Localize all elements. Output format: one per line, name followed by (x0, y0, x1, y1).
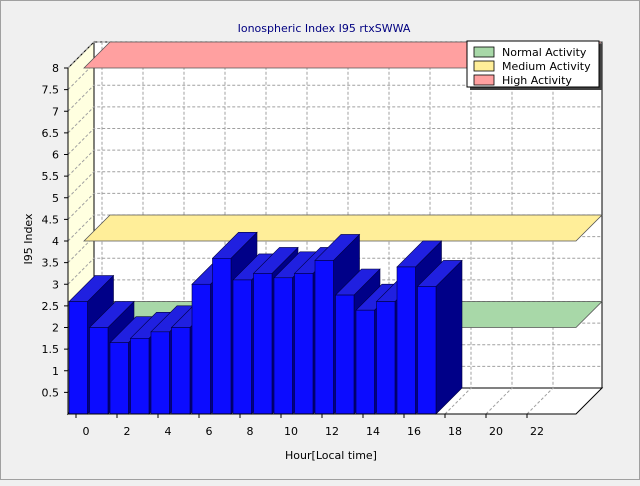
bar-front (335, 294, 355, 415)
x-axis-label: Hour[Local time] (285, 449, 377, 462)
y-tick-label: 4 (52, 235, 59, 248)
y-tick-label: 6.5 (42, 127, 60, 140)
bar-front (68, 301, 88, 415)
bar-front (355, 309, 375, 415)
y-tick-label: 1.5 (42, 343, 60, 356)
legend-swatch (473, 74, 495, 86)
y-tick-label: 4.5 (42, 213, 60, 226)
x-tick-label: 10 (284, 425, 298, 438)
bar-front (396, 266, 416, 415)
y-tick-label: 8 (52, 62, 59, 75)
gridline-y (67, 171, 602, 199)
gridline-y (67, 149, 602, 177)
bar-front (150, 331, 170, 415)
x-tick-label: 4 (165, 425, 172, 438)
bar-series (68, 231, 463, 415)
legend-label: High Activity (502, 74, 572, 87)
x-tick-label: 12 (325, 425, 339, 438)
x-tick-label: 0 (83, 425, 90, 438)
bar-front (417, 286, 437, 415)
gridline-y (67, 106, 602, 134)
gridline-y (67, 128, 602, 155)
gridline-x (485, 42, 513, 415)
y-tick-label: 2.5 (42, 300, 60, 313)
y-tick-label: 2 (52, 322, 59, 335)
gridline-y (67, 84, 602, 112)
bar-front (212, 257, 232, 415)
x-tick-label: 16 (407, 425, 421, 438)
bar-front (314, 260, 334, 415)
x-tick-label: 2 (124, 425, 131, 438)
bar-front (171, 327, 191, 415)
x-tick-label: 22 (530, 425, 544, 438)
x-tick-label: 8 (247, 425, 254, 438)
x-tick-label: 18 (448, 425, 462, 438)
bar-front (253, 273, 273, 415)
y-tick-label: 5.5 (42, 170, 60, 183)
legend-label: Medium Activity (502, 60, 591, 73)
y-tick-label: 5 (52, 192, 59, 205)
y-tick-label: 6 (52, 149, 59, 162)
y-axis-label: I95 Index (22, 213, 35, 265)
gridline-x (526, 42, 554, 415)
x-tick-label: 14 (366, 425, 380, 438)
y-tick-label: 3 (52, 278, 59, 291)
y-tick-label: 3.5 (42, 257, 60, 270)
x-tick-label: 6 (206, 425, 213, 438)
y-tick-label: 7.5 (42, 84, 60, 97)
bar-front (294, 273, 314, 415)
chart-title: Ionospheric Index I95 rtxSWWA (238, 22, 411, 35)
bar (416, 259, 463, 415)
legend-swatch (473, 46, 495, 58)
bar-front (130, 338, 150, 415)
bar-front (232, 279, 252, 415)
bar-front (89, 327, 109, 415)
gridline-x (444, 42, 472, 415)
bar-front (376, 301, 396, 415)
gridline-y (67, 192, 602, 220)
bar-side (435, 259, 463, 415)
y-tick-label: 7 (52, 105, 59, 118)
x-tick-label: 20 (489, 425, 503, 438)
bar-front (109, 342, 129, 415)
legend-label: Normal Activity (502, 46, 587, 59)
bar-front (191, 283, 211, 415)
bar-front (273, 277, 293, 415)
y-tick-label: 1 (52, 365, 59, 378)
chart-axes: 0.5 1 1.5 2 2.5 3 3.5 4 4.5 5 5.5 6 6.5 7 7.5 8 0 2 4 6 8 10 1… (42, 62, 576, 438)
legend-swatch (473, 60, 495, 72)
band-medium-activity (83, 214, 603, 242)
y-tick-label: 0.5 (42, 386, 60, 399)
